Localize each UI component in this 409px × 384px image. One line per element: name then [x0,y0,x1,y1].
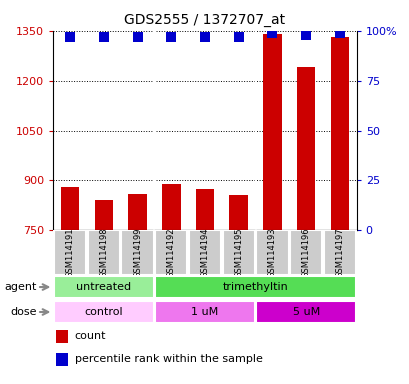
Title: GDS2555 / 1372707_at: GDS2555 / 1372707_at [124,13,285,27]
Point [302,31,309,38]
Point [168,34,174,40]
Bar [189,230,220,275]
Bar [229,195,247,230]
Bar [154,276,355,298]
Bar [323,230,355,275]
Bar [255,301,355,323]
Text: 1 uM: 1 uM [191,307,218,317]
Bar [263,34,281,230]
Bar [330,37,348,230]
Text: GSM114194: GSM114194 [200,227,209,278]
Bar [61,187,79,230]
Point [201,34,208,40]
Text: GSM114191: GSM114191 [65,227,74,278]
Point [235,34,241,40]
Bar [154,301,255,323]
Point [100,34,107,40]
Bar [128,194,146,230]
Point [336,30,342,36]
Text: dose: dose [10,307,36,317]
Bar [296,67,315,230]
Bar [121,230,153,275]
Text: untreated: untreated [76,282,131,292]
Bar [162,184,180,230]
Bar [88,230,120,275]
Bar [56,353,68,366]
Text: GSM114196: GSM114196 [301,227,310,278]
Bar [54,276,154,298]
Bar [155,230,187,275]
Text: GSM114197: GSM114197 [335,227,344,278]
Bar [256,230,288,275]
Point [268,30,275,36]
Text: control: control [84,307,123,317]
Bar [54,301,154,323]
Text: agent: agent [4,282,36,292]
Text: 5 uM: 5 uM [292,307,319,317]
Text: GSM114193: GSM114193 [267,227,276,278]
Text: GSM114199: GSM114199 [133,227,142,278]
Text: count: count [74,331,106,341]
Text: GSM114192: GSM114192 [166,227,175,278]
Bar [56,330,68,343]
Bar [94,200,113,230]
Point [134,34,141,40]
Bar [222,230,254,275]
Text: trimethyltin: trimethyltin [222,282,288,292]
Text: percentile rank within the sample: percentile rank within the sample [74,354,262,364]
Bar [195,189,214,230]
Text: GSM114198: GSM114198 [99,227,108,278]
Bar [289,230,321,275]
Point [67,34,73,40]
Text: GSM114195: GSM114195 [234,227,243,278]
Bar [54,230,86,275]
